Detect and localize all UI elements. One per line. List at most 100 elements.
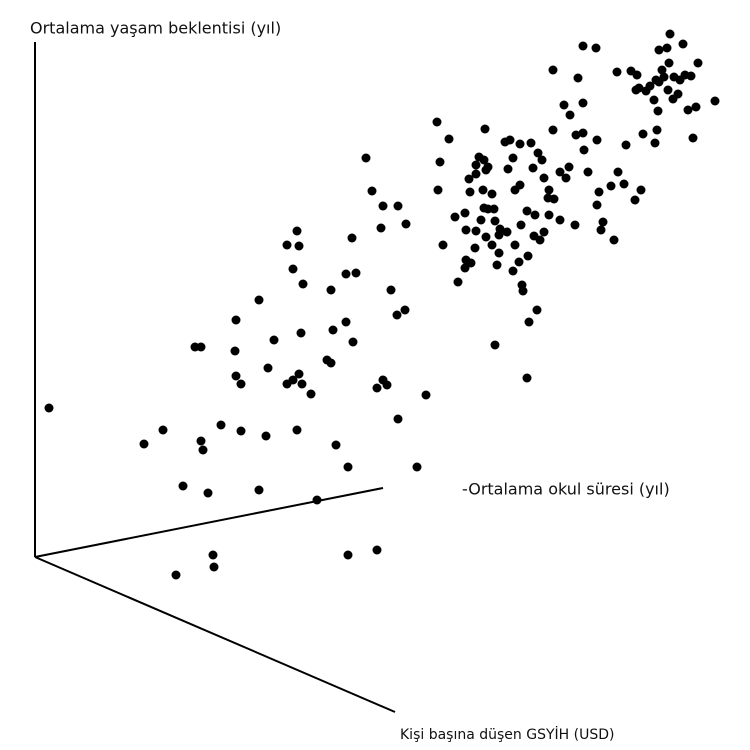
data-point: [594, 187, 604, 197]
data-point: [479, 155, 489, 165]
data-point: [508, 266, 518, 276]
data-point: [231, 371, 241, 381]
data-point: [578, 98, 588, 108]
data-point: [548, 125, 558, 135]
chart-title: Ortalama yaşam beklentisi (yıl): [30, 19, 281, 38]
data-point: [514, 257, 524, 267]
data-point: [341, 269, 351, 279]
data-point: [555, 167, 565, 177]
data-point: [688, 133, 698, 143]
data-point: [470, 243, 480, 253]
data-point: [478, 185, 488, 195]
data-point: [539, 227, 549, 237]
data-point: [578, 41, 588, 51]
data-point: [634, 83, 644, 93]
data-point: [638, 129, 648, 139]
y-axis: [34, 487, 384, 558]
data-point: [306, 389, 316, 399]
data-point: [579, 145, 589, 155]
data-point: [401, 219, 411, 229]
data-point: [675, 75, 685, 85]
data-point: [530, 210, 540, 220]
data-point: [392, 310, 402, 320]
data-point: [433, 185, 443, 195]
data-point: [464, 174, 474, 184]
data-point: [460, 208, 470, 218]
data-point: [544, 210, 554, 220]
data-point: [652, 125, 662, 135]
data-point: [261, 431, 271, 441]
data-point: [282, 240, 292, 250]
data-point: [533, 148, 543, 158]
data-point: [298, 279, 308, 289]
data-point: [444, 134, 454, 144]
data-point: [326, 285, 336, 295]
data-point: [198, 445, 208, 455]
data-point: [254, 485, 264, 495]
data-point: [518, 286, 528, 296]
data-point: [294, 241, 304, 251]
data-point: [400, 305, 410, 315]
data-point: [598, 217, 608, 227]
data-point: [621, 140, 631, 150]
data-point: [559, 100, 569, 110]
data-point: [322, 355, 332, 365]
data-point: [649, 95, 659, 105]
data-point: [292, 425, 302, 435]
data-point: [230, 346, 240, 356]
data-point: [591, 43, 601, 53]
data-point: [564, 162, 574, 172]
data-point: [412, 462, 422, 472]
data-point: [673, 89, 683, 99]
data-point: [393, 414, 403, 424]
data-point: [236, 426, 246, 436]
data-point: [561, 173, 571, 183]
data-point: [662, 43, 672, 53]
data-point: [460, 263, 470, 273]
data-point: [44, 403, 54, 413]
data-point: [578, 128, 588, 138]
data-point: [158, 425, 168, 435]
data-point: [435, 157, 445, 167]
data-point: [555, 215, 565, 225]
data-point: [171, 570, 181, 580]
data-point: [378, 201, 388, 211]
data-point: [438, 240, 448, 250]
data-point: [453, 277, 463, 287]
data-point: [665, 29, 675, 39]
data-point: [343, 550, 353, 560]
data-point: [510, 240, 520, 250]
data-point: [288, 264, 298, 274]
data-point: [476, 215, 486, 225]
data-point: [537, 155, 547, 165]
data-point: [508, 153, 518, 163]
data-point: [657, 65, 667, 75]
data-point: [683, 105, 693, 115]
data-point: [651, 75, 661, 85]
data-point: [288, 375, 298, 385]
data-point: [461, 225, 471, 235]
data-point: [471, 169, 481, 179]
data-point: [487, 240, 497, 250]
data-point: [570, 220, 580, 230]
data-point: [372, 383, 382, 393]
data-point: [393, 201, 403, 211]
data-point: [522, 373, 532, 383]
data-point: [490, 340, 500, 350]
data-point: [524, 317, 534, 327]
data-point: [236, 379, 246, 389]
data-point: [544, 185, 554, 195]
data-point: [522, 206, 532, 216]
data-point: [659, 72, 669, 82]
data-point: [490, 216, 500, 226]
data-point: [216, 420, 226, 430]
data-point: [539, 173, 549, 183]
data-point: [543, 193, 553, 203]
data-point: [653, 106, 663, 116]
data-point: [505, 135, 515, 145]
data-point: [592, 135, 602, 145]
data-point: [596, 225, 606, 235]
data-point: [612, 67, 622, 77]
data-point: [203, 488, 213, 498]
data-point: [691, 102, 701, 112]
